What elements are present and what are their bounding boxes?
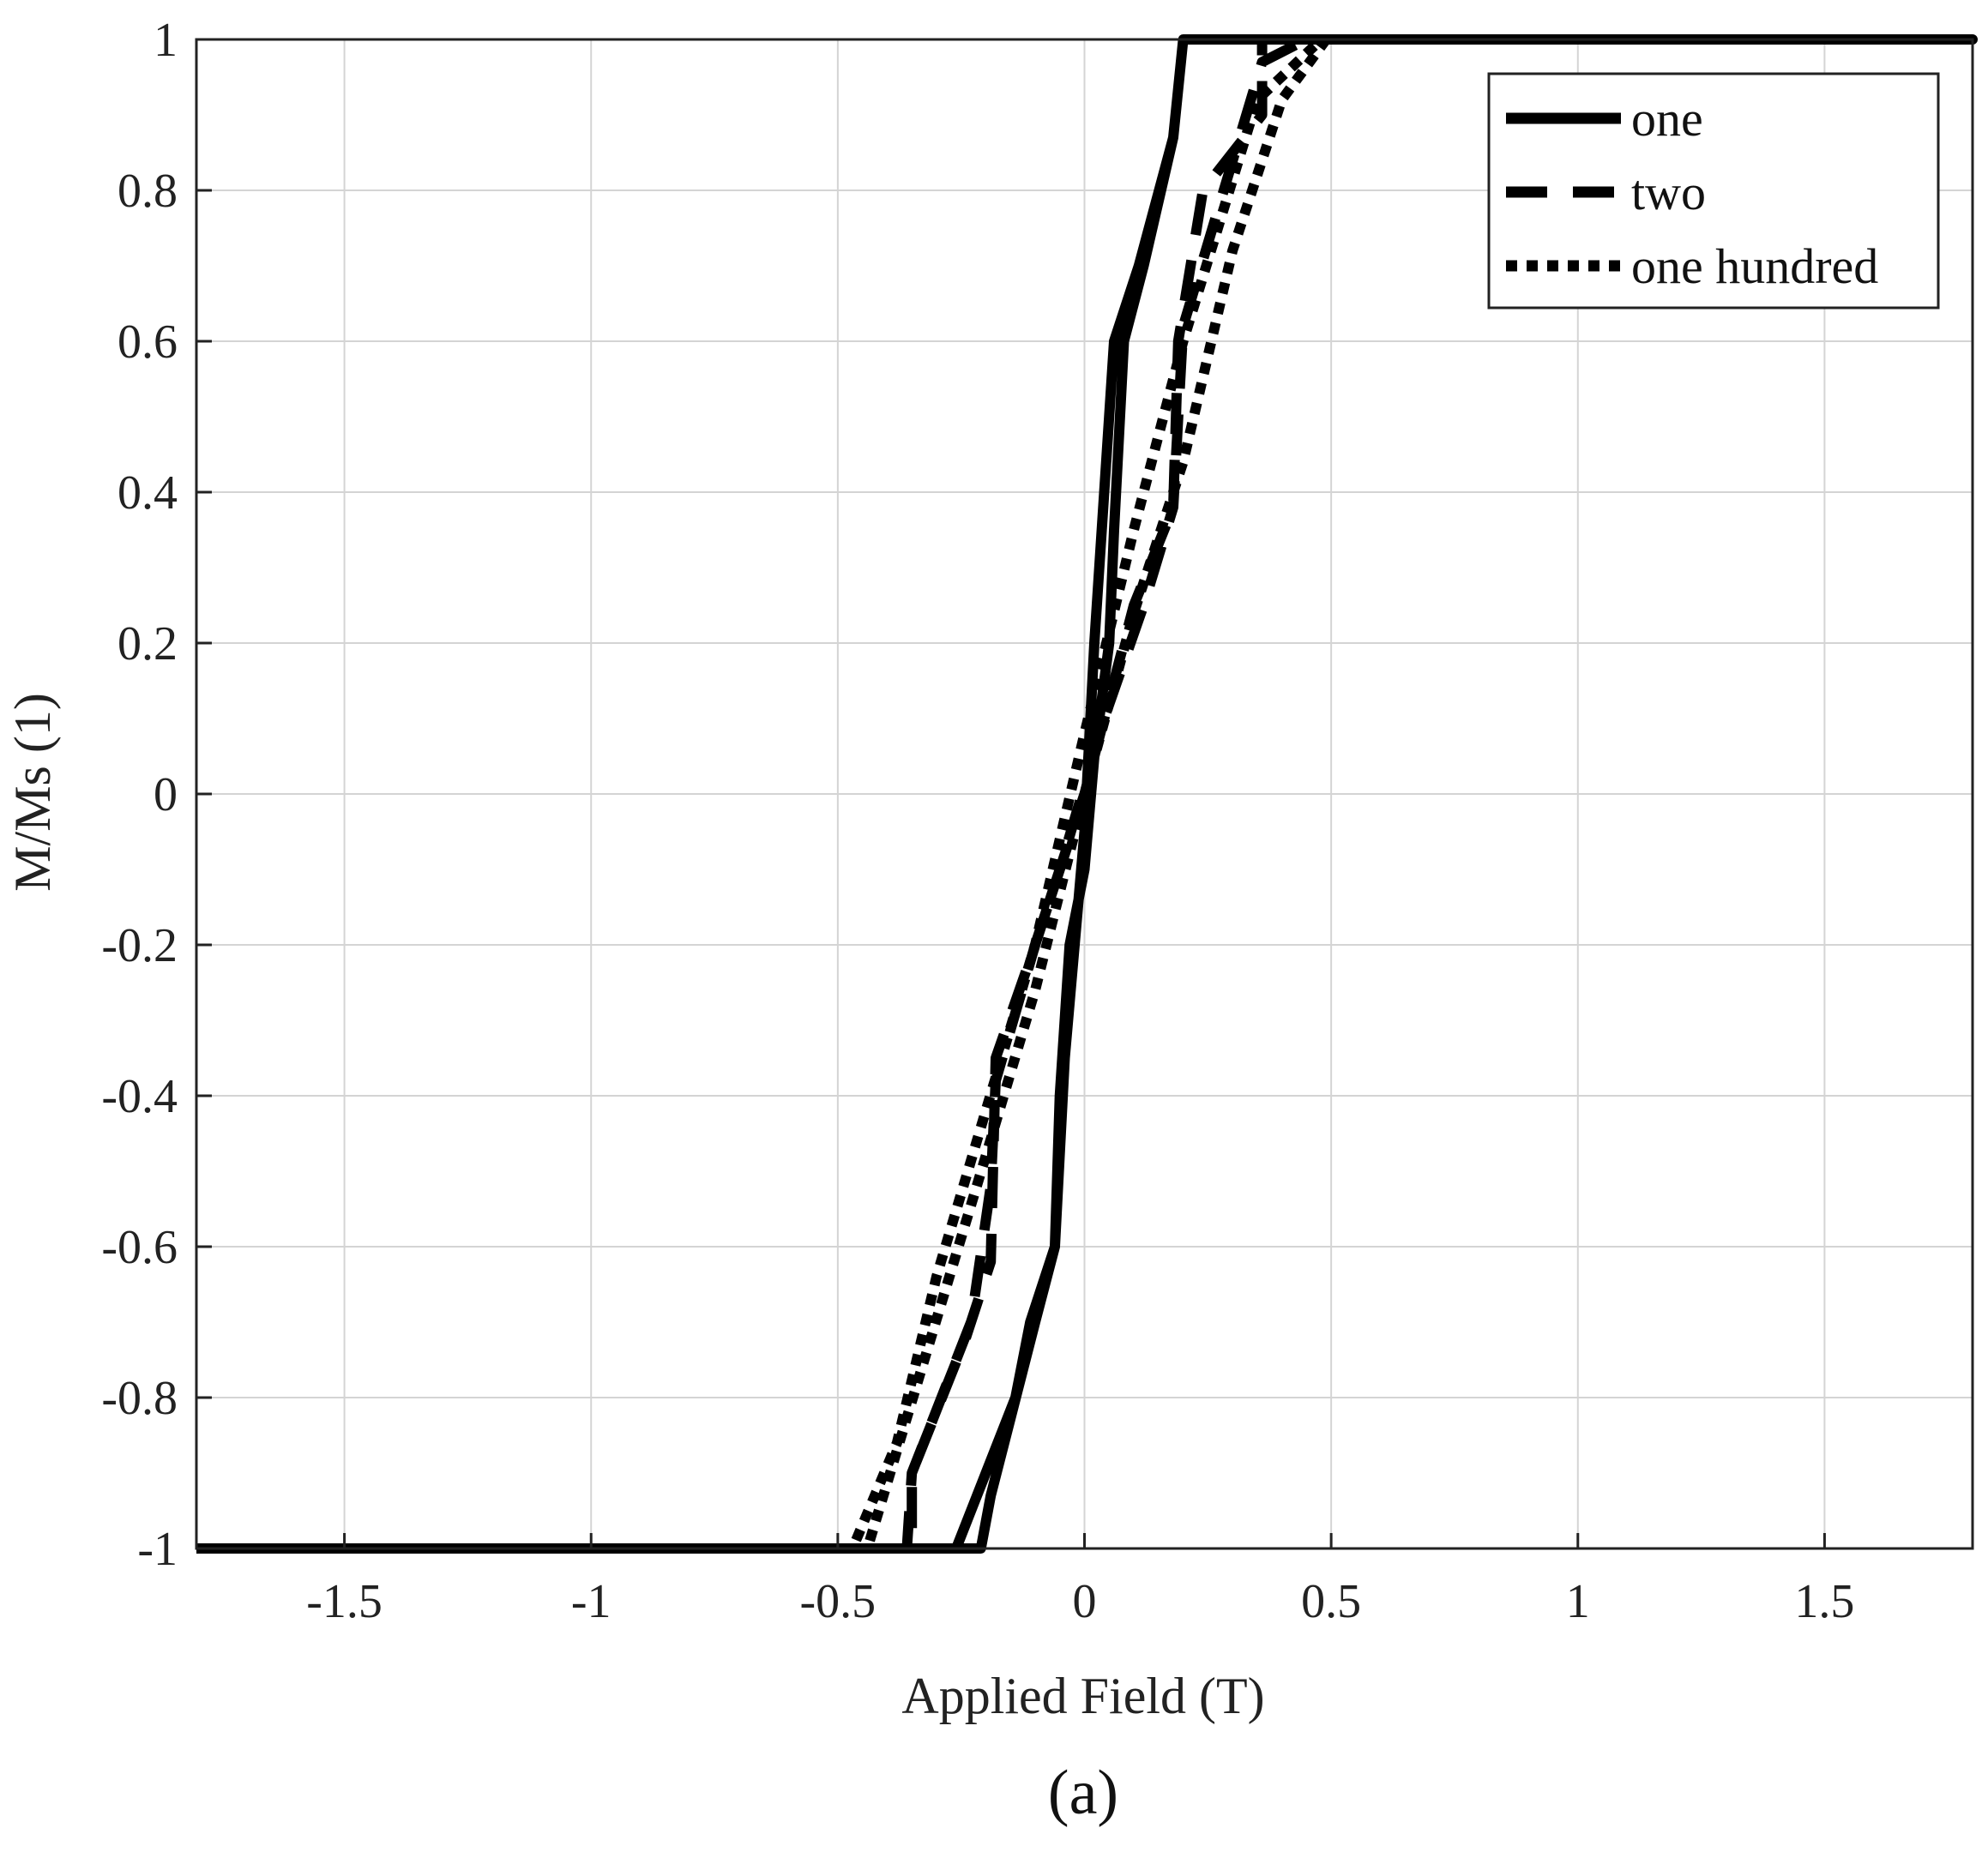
series-line-two bbox=[196, 34, 1978, 1554]
y-tick-label: -0.8 bbox=[101, 1372, 178, 1425]
x-tick-label: 0 bbox=[1073, 1575, 1097, 1628]
y-tick-label: 0.8 bbox=[117, 165, 178, 218]
tick-labels: -1.5 -1 -0.5 0 0.5 1 1.5 -1 -0.8 -0.6 -0.4 -0.2 0 0.2… bbox=[101, 14, 1854, 1628]
legend-entry-two: two bbox=[1631, 165, 1706, 220]
y-tick-label: -1 bbox=[137, 1523, 178, 1576]
legend-entry-one: one bbox=[1631, 91, 1703, 147]
x-tick-label: -0.5 bbox=[800, 1575, 877, 1628]
x-tick-label: -1 bbox=[571, 1575, 611, 1628]
y-tick-label: 0.6 bbox=[117, 316, 178, 369]
y-tick-label: 0.2 bbox=[117, 617, 178, 670]
x-tick-label: -1.5 bbox=[306, 1575, 383, 1628]
panel-label: (a) bbox=[1048, 1758, 1118, 1828]
legend: one two one hundred bbox=[1487, 72, 1940, 310]
x-tick-label: 1.5 bbox=[1794, 1575, 1854, 1628]
y-tick-label: 0 bbox=[154, 768, 178, 821]
y-tick-label: 1 bbox=[154, 14, 178, 67]
y-tick-label: -0.2 bbox=[101, 919, 178, 972]
y-axis-label: M/Ms (1) bbox=[4, 693, 61, 892]
x-axis-label: Applied Field (T) bbox=[901, 1668, 1264, 1724]
y-tick-label: 0.4 bbox=[117, 466, 178, 520]
x-tick-label: 0.5 bbox=[1301, 1575, 1361, 1628]
y-tick-label: -0.6 bbox=[101, 1221, 178, 1274]
x-tick-label: 1 bbox=[1566, 1575, 1590, 1628]
legend-entry-one-hundred: one hundred bbox=[1631, 238, 1878, 294]
y-tick-label: -0.4 bbox=[101, 1070, 178, 1123]
